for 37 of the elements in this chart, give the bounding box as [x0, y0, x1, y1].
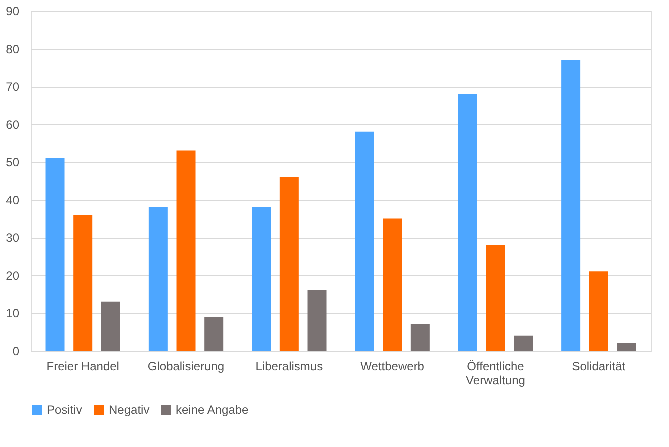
y-tick-label: 20: [6, 268, 20, 283]
y-tick-label: 80: [6, 42, 20, 56]
bar: [617, 343, 636, 351]
x-tick-label: Solidarität: [572, 360, 626, 374]
bar: [410, 324, 430, 351]
legend-label: Negativ: [109, 403, 150, 417]
bar: [46, 158, 65, 351]
bar: [280, 177, 299, 351]
bar: [148, 207, 168, 351]
bar: [486, 245, 506, 351]
legend-label: keine Angabe: [176, 403, 250, 417]
bar: [589, 272, 608, 351]
bar: [308, 290, 327, 351]
y-tick-label: 60: [6, 118, 20, 132]
x-tick-label: Liberalismus: [256, 360, 324, 374]
y-tick-label: 50: [6, 156, 20, 170]
bar: [176, 150, 196, 351]
bar: [101, 302, 120, 351]
y-tick-label: 70: [6, 80, 20, 94]
bar: [562, 60, 581, 351]
y-tick-label: 40: [6, 193, 20, 208]
bar: [458, 94, 478, 351]
bar: [204, 317, 224, 351]
x-tick-label: Wettbewerb: [360, 360, 425, 374]
bar: [355, 132, 374, 351]
x-tick-label: Globalisierung: [148, 360, 225, 374]
y-tick-label: 0: [12, 344, 20, 358]
bar: [252, 207, 272, 351]
x-tick-label: Öffentliche Verwaltung: [466, 360, 526, 388]
bar: [74, 215, 93, 351]
x-tick-label: Freier Handel: [46, 360, 120, 374]
bar: [383, 218, 402, 351]
legend-label: Positiv: [47, 403, 82, 417]
y-tick-label: 30: [6, 231, 20, 246]
bar: [514, 336, 534, 351]
y-tick-label: 90: [6, 4, 20, 18]
y-tick-label: 10: [6, 306, 20, 321]
